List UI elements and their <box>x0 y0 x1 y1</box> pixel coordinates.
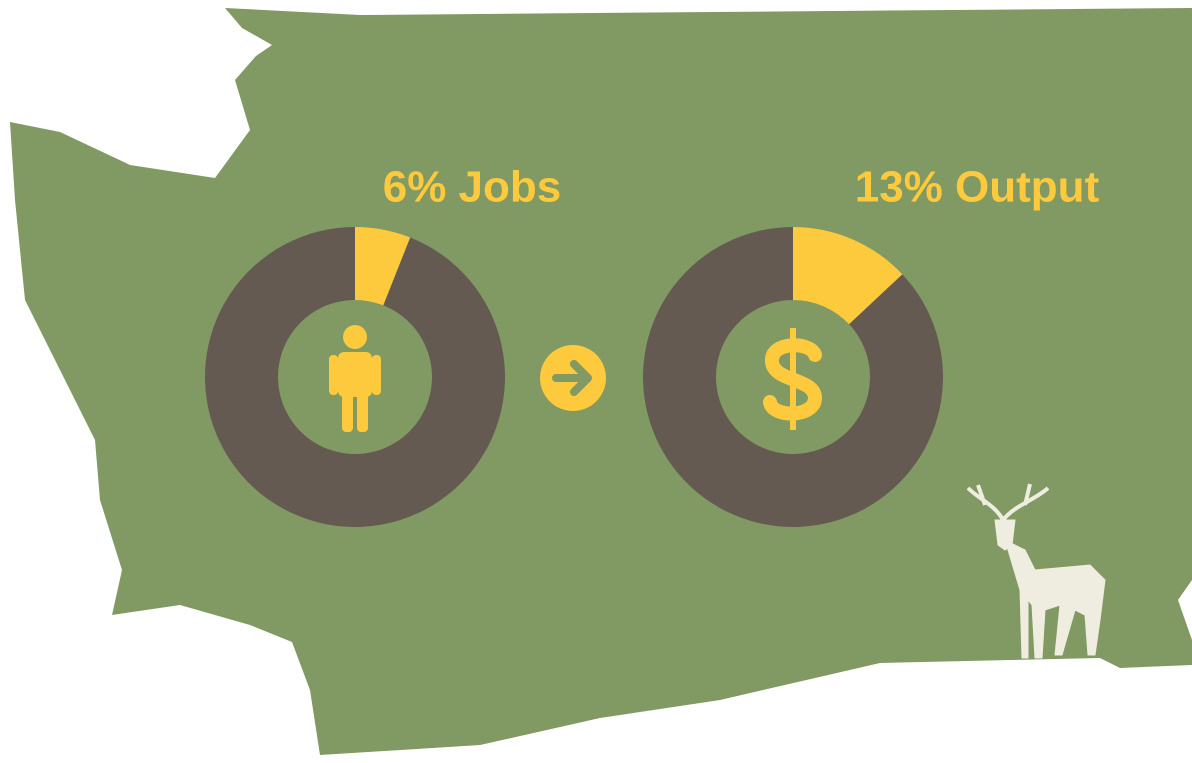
dollar-icon <box>763 328 823 430</box>
charts: 6% Jobs 13% Output <box>204 163 1100 527</box>
donut-segment <box>643 227 943 527</box>
chart-title: 6% Jobs <box>383 163 562 212</box>
deer-icon <box>966 483 1106 659</box>
donut-segment <box>355 227 411 306</box>
arrow-icon <box>540 345 606 411</box>
donut-segment <box>204 227 505 527</box>
donut-segment <box>793 227 903 325</box>
chart-title: 13% Output <box>855 163 1100 212</box>
person-icon <box>329 325 381 432</box>
